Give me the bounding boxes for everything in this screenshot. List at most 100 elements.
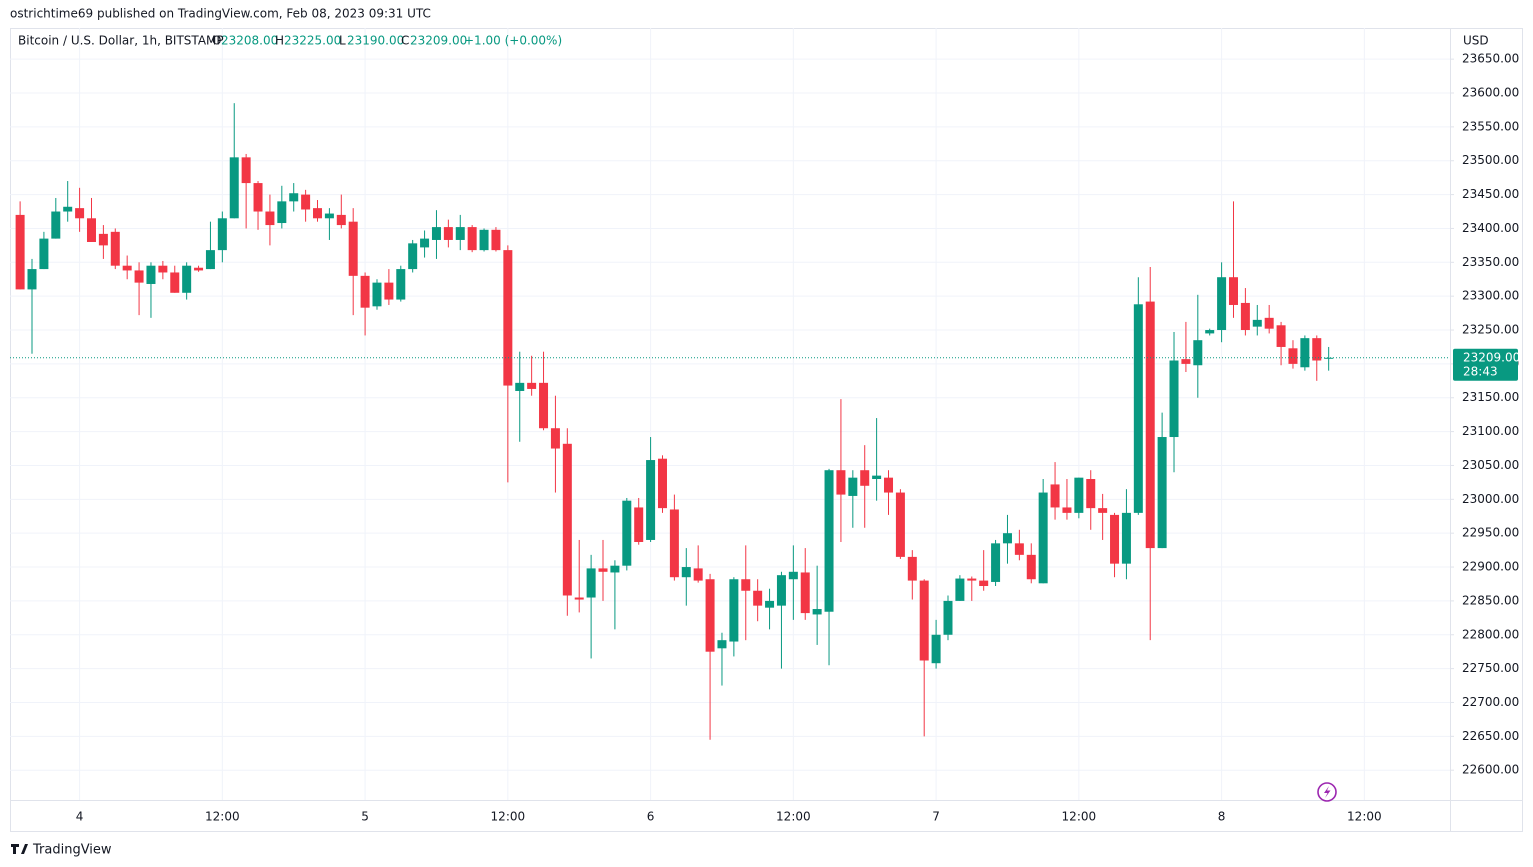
candle-body bbox=[15, 214, 25, 290]
ohlc-value: 23209.00 bbox=[410, 34, 467, 48]
y-tick-label: 23500.00 bbox=[1462, 153, 1519, 167]
candle-body bbox=[872, 475, 882, 480]
grid bbox=[10, 28, 1450, 800]
candle-body bbox=[919, 580, 929, 661]
candle-body bbox=[1228, 277, 1238, 305]
candle-body bbox=[39, 238, 49, 270]
candle-body bbox=[729, 579, 739, 642]
icon-bolt[interactable] bbox=[1324, 786, 1331, 798]
candle-body bbox=[860, 470, 870, 486]
candle-body bbox=[1145, 301, 1155, 549]
candle-body bbox=[1252, 319, 1262, 327]
y-tick-label: 23000.00 bbox=[1462, 492, 1519, 506]
snapshot-icon[interactable] bbox=[1317, 782, 1337, 802]
candle-body bbox=[1098, 508, 1108, 513]
ohlc-value: 23190.00 bbox=[347, 34, 404, 48]
candle-body bbox=[539, 382, 549, 429]
y-tick-label: 23100.00 bbox=[1462, 424, 1519, 438]
icon-circle[interactable] bbox=[1317, 782, 1337, 802]
candle-body bbox=[693, 568, 703, 581]
candle-body bbox=[194, 267, 204, 271]
candle-body bbox=[1074, 477, 1084, 513]
y-tick-label: 23050.00 bbox=[1462, 458, 1519, 472]
candle-body bbox=[717, 640, 727, 649]
candle-body bbox=[1240, 302, 1250, 331]
candle-body bbox=[669, 509, 679, 578]
ohlc-key: C bbox=[401, 34, 409, 48]
chart-frame bbox=[10, 28, 1523, 832]
candle-body bbox=[527, 382, 537, 389]
candle-body bbox=[86, 218, 96, 242]
candle-body bbox=[51, 211, 61, 239]
candle-body bbox=[110, 231, 120, 266]
candle-body bbox=[1264, 317, 1274, 329]
candle-body bbox=[1324, 357, 1334, 359]
candle-body bbox=[75, 208, 85, 219]
candle-body bbox=[955, 578, 965, 601]
ohlc-value: 23225.00 bbox=[284, 34, 341, 48]
candle-body bbox=[788, 571, 798, 580]
candle-body bbox=[289, 193, 299, 202]
candle-body bbox=[170, 272, 180, 293]
candle-body bbox=[443, 227, 453, 240]
candle-body bbox=[301, 194, 311, 210]
candle-body bbox=[836, 470, 846, 495]
candle-body bbox=[979, 580, 989, 587]
candle-body bbox=[991, 543, 1001, 582]
x-tick-label: 12:00 bbox=[205, 810, 240, 824]
y-tick-label: 23250.00 bbox=[1462, 323, 1519, 337]
candle-body bbox=[134, 270, 144, 283]
candle-body bbox=[1014, 543, 1024, 555]
candle-body bbox=[515, 382, 525, 391]
last-price-box bbox=[1453, 348, 1518, 381]
candle-body bbox=[384, 282, 394, 300]
candle-body bbox=[277, 201, 287, 224]
candle-body bbox=[241, 157, 251, 184]
candle-body bbox=[1026, 554, 1036, 580]
x-tick-label: 12:00 bbox=[491, 810, 526, 824]
candle-body bbox=[158, 265, 168, 273]
y-tick-label: 22600.00 bbox=[1462, 763, 1519, 777]
candle-body bbox=[1110, 514, 1120, 564]
y-tick-label: 23150.00 bbox=[1462, 390, 1519, 404]
candle-body bbox=[122, 265, 132, 271]
candle-body bbox=[562, 443, 572, 596]
candle-body bbox=[27, 269, 37, 290]
candle-body bbox=[1062, 507, 1072, 513]
candle-body bbox=[503, 250, 513, 386]
x-tick-label: 7 bbox=[932, 810, 940, 824]
candle-body bbox=[765, 600, 775, 608]
y-tick-label: 22650.00 bbox=[1462, 729, 1519, 743]
candle-body bbox=[907, 556, 917, 581]
candle-body bbox=[324, 213, 334, 219]
symbol-title: Bitcoin / U.S. Dollar, 1h, BITSTAMP bbox=[18, 34, 224, 48]
candle-body bbox=[1002, 533, 1012, 544]
candle-body bbox=[1133, 304, 1143, 513]
candle-body bbox=[646, 460, 656, 540]
candle-body bbox=[741, 579, 751, 591]
candle-body bbox=[98, 233, 108, 246]
candle-body bbox=[1300, 338, 1310, 368]
candle-body bbox=[182, 265, 192, 293]
candle-body bbox=[622, 500, 632, 566]
candle-body bbox=[812, 609, 822, 615]
candle-body bbox=[467, 227, 477, 251]
candle-body bbox=[1038, 492, 1048, 584]
candle-body bbox=[420, 238, 430, 248]
candle-body bbox=[610, 565, 620, 573]
currency-label: USD bbox=[1463, 34, 1489, 48]
y-tick-label: 23650.00 bbox=[1462, 52, 1519, 66]
y-tick-label: 22700.00 bbox=[1462, 695, 1519, 709]
candle-body bbox=[967, 578, 977, 581]
candle-body bbox=[824, 470, 834, 612]
candle-body bbox=[1169, 360, 1179, 438]
y-tick-label: 22750.00 bbox=[1462, 661, 1519, 675]
x-tick-label: 12:00 bbox=[1062, 810, 1097, 824]
candle-body bbox=[396, 269, 406, 300]
candle-body bbox=[455, 227, 465, 240]
candle-body bbox=[146, 265, 156, 284]
y-tick-label: 22850.00 bbox=[1462, 593, 1519, 607]
candle-body bbox=[372, 282, 382, 307]
x-tick-label: 6 bbox=[647, 810, 655, 824]
